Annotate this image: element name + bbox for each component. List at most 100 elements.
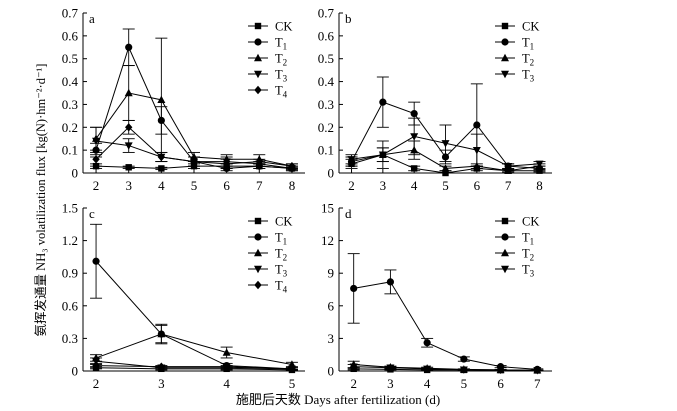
series-line xyxy=(96,360,292,370)
data-point xyxy=(157,329,166,338)
legend-marker xyxy=(254,53,262,62)
legend-label-subscript: 2 xyxy=(283,253,288,263)
series-line xyxy=(96,367,292,371)
data-point xyxy=(190,152,198,161)
x-tick-label: 8 xyxy=(289,178,296,193)
legend-marker xyxy=(254,217,262,225)
data-point xyxy=(222,348,231,356)
x-tick-label: 7 xyxy=(505,178,512,193)
legend-label: T3 xyxy=(522,263,535,279)
legend-label: T4 xyxy=(275,279,288,295)
data-point xyxy=(459,366,468,374)
series-line xyxy=(95,333,293,365)
x-tick-label: 3 xyxy=(380,178,387,193)
legend-label: T2 xyxy=(275,52,287,68)
y-tick-label: 0.5 xyxy=(318,51,334,66)
legend-item: T2 xyxy=(495,52,534,68)
x-tick-label: 2 xyxy=(93,376,100,391)
series-t3 xyxy=(345,117,546,171)
legend-label: CK xyxy=(522,215,539,229)
data-point xyxy=(222,362,231,371)
series-t1 xyxy=(90,28,298,173)
data-point xyxy=(255,157,263,166)
x-tick-label: 6 xyxy=(497,376,504,391)
data-point xyxy=(410,109,418,118)
legend-label-subscript: 2 xyxy=(530,253,535,263)
legend-item: T2 xyxy=(248,52,287,68)
x-tick-label: 7 xyxy=(534,376,541,391)
y-tick-label: 3 xyxy=(328,331,335,346)
data-point xyxy=(442,169,449,177)
legend-label: T3 xyxy=(522,68,535,84)
data-point xyxy=(386,364,395,372)
data-point xyxy=(125,164,132,171)
legend-label-subscript: 1 xyxy=(530,237,535,247)
y-tick-label: 0 xyxy=(328,166,335,181)
y-tick-label: 0.9 xyxy=(62,266,78,281)
data-point xyxy=(288,161,296,171)
y-tick-label: 0.6 xyxy=(318,28,335,43)
x-tick-label: 5 xyxy=(442,178,449,193)
legend-marker xyxy=(501,22,509,30)
legend-item: T2 xyxy=(248,247,287,263)
legend-marker xyxy=(254,280,262,290)
legend-label: T3 xyxy=(275,263,288,279)
y-tick-label: 15 xyxy=(321,201,334,216)
y-tick-label: 6 xyxy=(328,298,335,313)
x-tick-label: 5 xyxy=(289,376,296,391)
x-tick-label: 4 xyxy=(223,376,230,391)
data-point xyxy=(157,152,166,162)
data-point xyxy=(504,162,513,171)
legend-item: T4 xyxy=(248,84,288,100)
series-t4 xyxy=(90,119,298,171)
x-tick-label: 3 xyxy=(125,178,132,193)
legend-item: CK xyxy=(495,215,539,229)
legend-marker xyxy=(254,265,262,274)
legend-label: T2 xyxy=(275,247,287,263)
y-tick-label: 0 xyxy=(328,364,335,379)
data-point xyxy=(157,362,166,371)
legend-marker xyxy=(254,248,262,257)
legend-item: CK xyxy=(248,20,292,34)
data-point xyxy=(423,365,432,374)
data-point xyxy=(347,156,356,164)
legend-marker xyxy=(501,38,509,46)
x-tick-label: 4 xyxy=(424,376,431,391)
legend-item: T1 xyxy=(248,231,287,247)
x-tick-label: 5 xyxy=(191,178,198,193)
data-point xyxy=(124,142,133,150)
legend-marker xyxy=(501,233,509,241)
x-tick-label: 5 xyxy=(461,376,468,391)
legend-item: T2 xyxy=(495,247,534,263)
legend-item: T3 xyxy=(248,263,288,279)
legend-item: T3 xyxy=(495,263,535,279)
data-point xyxy=(441,164,450,172)
data-point xyxy=(496,366,505,375)
y-tick-label: 0.2 xyxy=(318,120,334,135)
y-tick-label: 9 xyxy=(328,266,335,281)
legend-marker xyxy=(254,85,262,95)
legend-label-subscript: 2 xyxy=(283,58,288,68)
data-point xyxy=(386,278,395,286)
y-tick-label: 0.1 xyxy=(318,143,334,158)
legend-label: CK xyxy=(522,20,539,34)
legend-marker xyxy=(501,217,509,225)
x-tick-label: 6 xyxy=(474,178,481,193)
x-tick-label: 2 xyxy=(93,178,100,193)
y-tick-label: 0.6 xyxy=(62,298,79,313)
y-tick-label: 1.2 xyxy=(62,233,78,248)
legend-marker xyxy=(501,53,509,62)
legend-item: T3 xyxy=(248,68,288,84)
legend-label: T4 xyxy=(275,84,288,100)
legend-label: T1 xyxy=(522,231,534,247)
data-point xyxy=(288,364,296,374)
series-line xyxy=(95,260,292,370)
y-axis-label: 氨挥发通量 NH₃ volatilization flux [kg(N)·hm⁻… xyxy=(33,64,48,337)
panel-label: b xyxy=(345,11,352,26)
legend-label: CK xyxy=(275,20,292,34)
x-tick-label: 7 xyxy=(256,178,263,193)
legend-label-subscript: 3 xyxy=(283,269,288,279)
